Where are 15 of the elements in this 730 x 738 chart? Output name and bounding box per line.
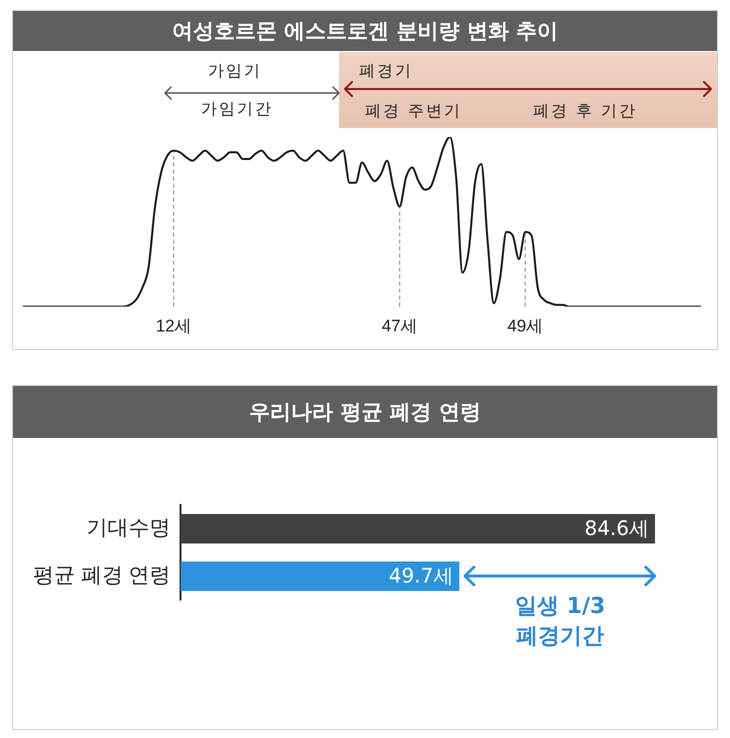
chart-title: 우리나라 평균 폐경 연령	[13, 386, 717, 438]
annotation: 일생 1/3 폐경기간	[514, 593, 606, 652]
data-label: 49.7세	[388, 563, 454, 588]
y-tick-label: 평균 폐경 연령	[32, 564, 171, 588]
x-tick-label: 49세	[507, 316, 544, 336]
text: 가임기	[208, 61, 262, 82]
x-tick-label: 47세	[382, 316, 418, 336]
x-tick-label: 12세	[156, 316, 192, 336]
chart-title: 여성호르몬 에스트로겐 분비량 변화 추이	[13, 11, 717, 51]
text: 가임기간	[201, 99, 273, 120]
text: 폐경기	[359, 61, 413, 82]
data-label: 84.6세	[584, 516, 649, 540]
text: 폐경 후 기간	[533, 101, 638, 122]
text: 폐경 주변기	[365, 101, 462, 122]
y-tick-label: 기대수명	[86, 516, 171, 540]
